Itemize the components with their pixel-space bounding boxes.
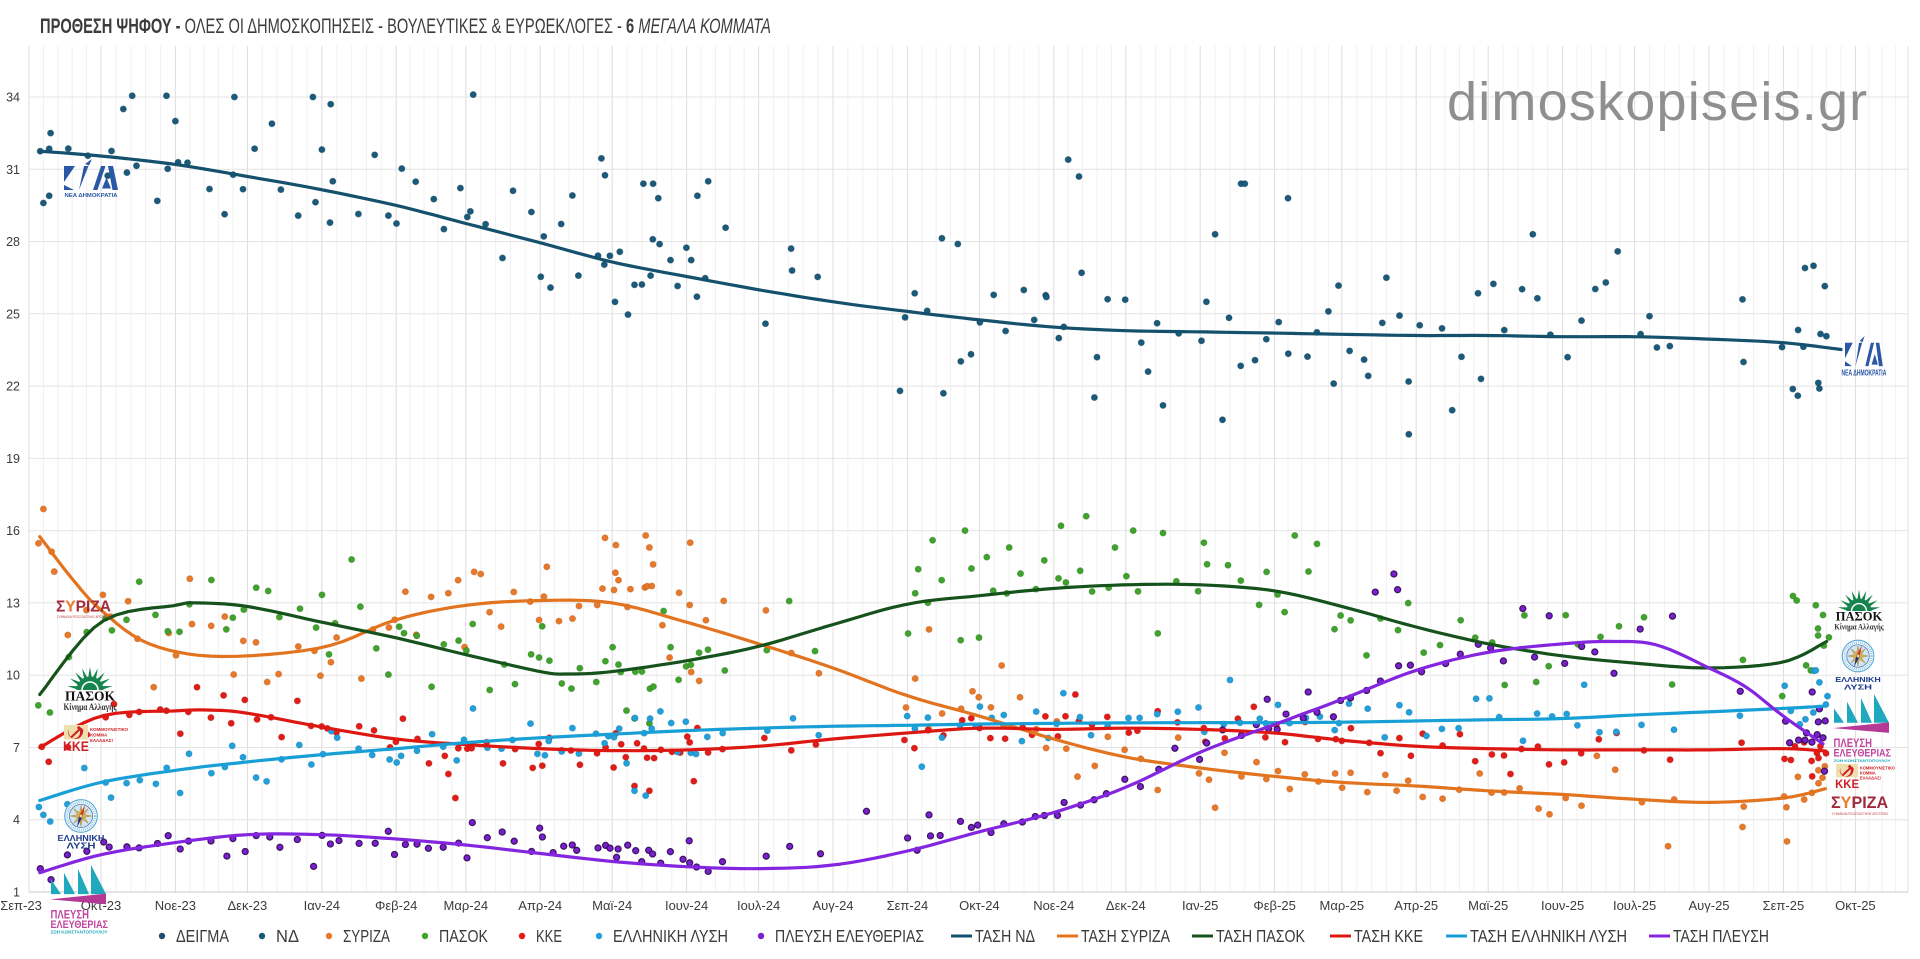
svg-text:ΕΛΛΗΝΙΚΗ: ΕΛΛΗΝΙΚΗ [58, 834, 105, 843]
svg-text:Μαϊ-25: Μαϊ-25 [1468, 898, 1508, 913]
svg-text:ΕΛΛΗΝΙΚΗ: ΕΛΛΗΝΙΚΗ [1835, 675, 1881, 684]
svg-text:ΕΛΕΥΘΕΡΙΑΣ: ΕΛΕΥΘΕΡΙΑΣ [51, 919, 109, 931]
svg-text:Σεπ-23: Σεπ-23 [0, 898, 42, 913]
svg-text:Οκτ-25: Οκτ-25 [1835, 898, 1876, 913]
svg-text:ΛΥΣΗ: ΛΥΣΗ [1844, 682, 1873, 691]
svg-text:dimoskopiseis.gr: dimoskopiseis.gr [1447, 72, 1868, 132]
svg-text:ΤΑΣΗ ΝΔ: ΤΑΣΗ ΝΔ [975, 926, 1035, 946]
svg-text:7: 7 [13, 741, 20, 755]
svg-text:ΝΕΑ ΔΗΜΟΚΡΑΤΙΑ: ΝΕΑ ΔΗΜΟΚΡΑΤΙΑ [65, 193, 119, 199]
svg-text:ΤΑΣΗ ΠΛΕΥΣΗ: ΤΑΣΗ ΠΛΕΥΣΗ [1673, 926, 1769, 946]
svg-text:ΤΑΣΗ ΠΑΣΟΚ: ΤΑΣΗ ΠΑΣΟΚ [1216, 926, 1305, 946]
svg-text:Οκτ-24: Οκτ-24 [959, 898, 1000, 913]
svg-text:ΚΟΜΜΟΥΝΙΣΤΙΚΟ: ΚΟΜΜΟΥΝΙΣΤΙΚΟ [1860, 766, 1896, 771]
svg-text:1: 1 [13, 886, 20, 900]
svg-text:ΤΑΣΗ ΚΚΕ: ΤΑΣΗ ΚΚΕ [1354, 926, 1423, 946]
svg-text:16: 16 [6, 524, 20, 538]
svg-text:ΣΥΡΙΖΑ: ΣΥΡΙΖΑ [1831, 793, 1888, 812]
svg-text:ΠΛΕΥΣΗ ΕΛΕΥΘΕΡΙΑΣ: ΠΛΕΥΣΗ ΕΛΕΥΘΕΡΙΑΣ [775, 926, 924, 946]
svg-text:Ιουλ-24: Ιουλ-24 [737, 898, 780, 913]
svg-text:Ιουλ-25: Ιουλ-25 [1613, 898, 1656, 913]
svg-text:Ιουν-25: Ιουν-25 [1541, 898, 1584, 913]
svg-text:Σεπ-24: Σεπ-24 [887, 898, 929, 913]
svg-text:10: 10 [6, 669, 20, 683]
svg-text:ΚΟΜΜΑ: ΚΟΜΜΑ [90, 733, 108, 738]
svg-text:Φεβ-25: Φεβ-25 [1253, 898, 1295, 913]
svg-text:Μαϊ-24: Μαϊ-24 [592, 898, 632, 913]
svg-text:ΕΛΕΥΘΕΡΙΑΣ: ΕΛΕΥΘΕΡΙΑΣ [1834, 748, 1892, 760]
svg-text:ΣΥΡΙΖΑ: ΣΥΡΙΖΑ [343, 926, 390, 946]
svg-text:Δεκ-23: Δεκ-23 [228, 898, 268, 913]
svg-text:ΕΛΛΑΔΑΣ!: ΕΛΛΑΔΑΣ! [1860, 776, 1881, 781]
svg-text:ΕΛΛΑΔΑΣ!: ΕΛΛΑΔΑΣ! [90, 738, 113, 743]
svg-text:19: 19 [6, 452, 20, 466]
svg-text:Νοε-24: Νοε-24 [1033, 898, 1074, 913]
svg-text:ΣΥΡΙΖΑ: ΣΥΡΙΖΑ [56, 599, 111, 616]
svg-text:ΚΚΕ: ΚΚΕ [1835, 777, 1859, 791]
svg-text:ΠΡΟΘΕΣΗ ΨΗΦΟΥ - ΟΛΕΣ ΟΙ ΔΗΜΟΣΚ: ΠΡΟΘΕΣΗ ΨΗΦΟΥ - ΟΛΕΣ ΟΙ ΔΗΜΟΣΚΟΠΗΣΕΙΣ - … [40, 13, 771, 38]
svg-text:Ιουν-24: Ιουν-24 [665, 898, 708, 913]
svg-text:Μαρ-25: Μαρ-25 [1320, 898, 1365, 913]
svg-text:31: 31 [6, 163, 20, 177]
svg-text:Κίνημα Αλλαγής: Κίνημα Αλλαγής [1834, 621, 1884, 631]
svg-text:Αυγ-25: Αυγ-25 [1688, 898, 1729, 913]
svg-text:Φεβ-24: Φεβ-24 [375, 898, 417, 913]
svg-text:ΖΩΗ ΚΩΝΣΤΑΝΤΟΠΟΥΛΟΥ: ΖΩΗ ΚΩΝΣΤΑΝΤΟΠΟΥΛΟΥ [51, 930, 108, 935]
svg-text:ΚΚΕ: ΚΚΕ [63, 739, 89, 754]
svg-text:Απρ-25: Απρ-25 [1394, 898, 1438, 913]
svg-text:22: 22 [6, 380, 20, 394]
svg-text:Αυγ-24: Αυγ-24 [812, 898, 853, 913]
svg-text:25: 25 [6, 307, 20, 321]
svg-text:13: 13 [6, 596, 20, 610]
svg-text:ΠΑΣΟΚ: ΠΑΣΟΚ [65, 688, 115, 703]
svg-text:Σεπ-25: Σεπ-25 [1763, 898, 1805, 913]
svg-text:ΚΚΕ: ΚΚΕ [536, 926, 562, 946]
svg-text:ΣΥΜΜΑΧΙΑ ΡΙΖΟΣΠΑΣΤΙΚΗΣ ΑΡΙΣΤΕΡ: ΣΥΜΜΑΧΙΑ ΡΙΖΟΣΠΑΣΤΙΚΗΣ ΑΡΙΣΤΕΡΑΣ [1832, 812, 1889, 816]
svg-text:ΝΔ: ΝΔ [276, 926, 299, 946]
svg-text:28: 28 [6, 235, 20, 249]
svg-text:ΠΑΣΟΚ: ΠΑΣΟΚ [439, 926, 488, 946]
svg-text:ΤΑΣΗ ΣΥΡΙΖΑ: ΤΑΣΗ ΣΥΡΙΖΑ [1081, 926, 1170, 946]
svg-text:Νοε-23: Νοε-23 [155, 898, 196, 913]
svg-text:Δεκ-24: Δεκ-24 [1106, 898, 1146, 913]
svg-text:Απρ-24: Απρ-24 [518, 898, 562, 913]
svg-text:Μαρ-24: Μαρ-24 [444, 898, 489, 913]
svg-text:ΛΥΣΗ: ΛΥΣΗ [67, 842, 96, 851]
svg-text:4: 4 [13, 813, 20, 827]
svg-text:ΠΑΣΟΚ: ΠΑΣΟΚ [1836, 610, 1883, 624]
svg-text:Ιαν-24: Ιαν-24 [304, 898, 340, 913]
svg-text:Ιαν-25: Ιαν-25 [1182, 898, 1218, 913]
svg-text:ΖΩΗ ΚΩΝΣΤΑΝΤΟΠΟΥΛΟΥ: ΖΩΗ ΚΩΝΣΤΑΝΤΟΠΟΥΛΟΥ [1834, 758, 1891, 763]
svg-text:ΣΥΜΜΑΧΙΑ ΡΙΖΟΣΠΑΣΤΙΚΗΣ ΑΡΙΣΤΕΡ: ΣΥΜΜΑΧΙΑ ΡΙΖΟΣΠΑΣΤΙΚΗΣ ΑΡΙΣΤΕΡΑΣ [57, 615, 111, 619]
svg-text:ΔΕΙΓΜΑ: ΔΕΙΓΜΑ [176, 926, 229, 946]
svg-text:ΕΛΛΗΝΙΚΗ ΛΥΣΗ: ΕΛΛΗΝΙΚΗ ΛΥΣΗ [613, 926, 728, 946]
svg-text:ΚΟΜΜΑ: ΚΟΜΜΑ [1860, 771, 1876, 776]
svg-text:ΠΛΕΥΣΗ: ΠΛΕΥΣΗ [51, 908, 90, 922]
svg-text:ΤΑΣΗ ΕΛΛΗΝΙΚΗ ΛΥΣΗ: ΤΑΣΗ ΕΛΛΗΝΙΚΗ ΛΥΣΗ [1470, 926, 1627, 946]
svg-text:ΝΕΑ ΔΗΜΟΚΡΑΤΙΑ: ΝΕΑ ΔΗΜΟΚΡΑΤΙΑ [1842, 370, 1887, 378]
svg-text:ΠΛΕΥΣΗ: ΠΛΕΥΣΗ [1834, 736, 1873, 750]
svg-text:34: 34 [6, 91, 20, 105]
svg-text:ΚΟΜΜΟΥΝΙΣΤΙΚΟ: ΚΟΜΜΟΥΝΙΣΤΙΚΟ [90, 727, 129, 732]
svg-text:Κίνημα Αλλαγής: Κίνημα Αλλαγής [64, 701, 118, 713]
